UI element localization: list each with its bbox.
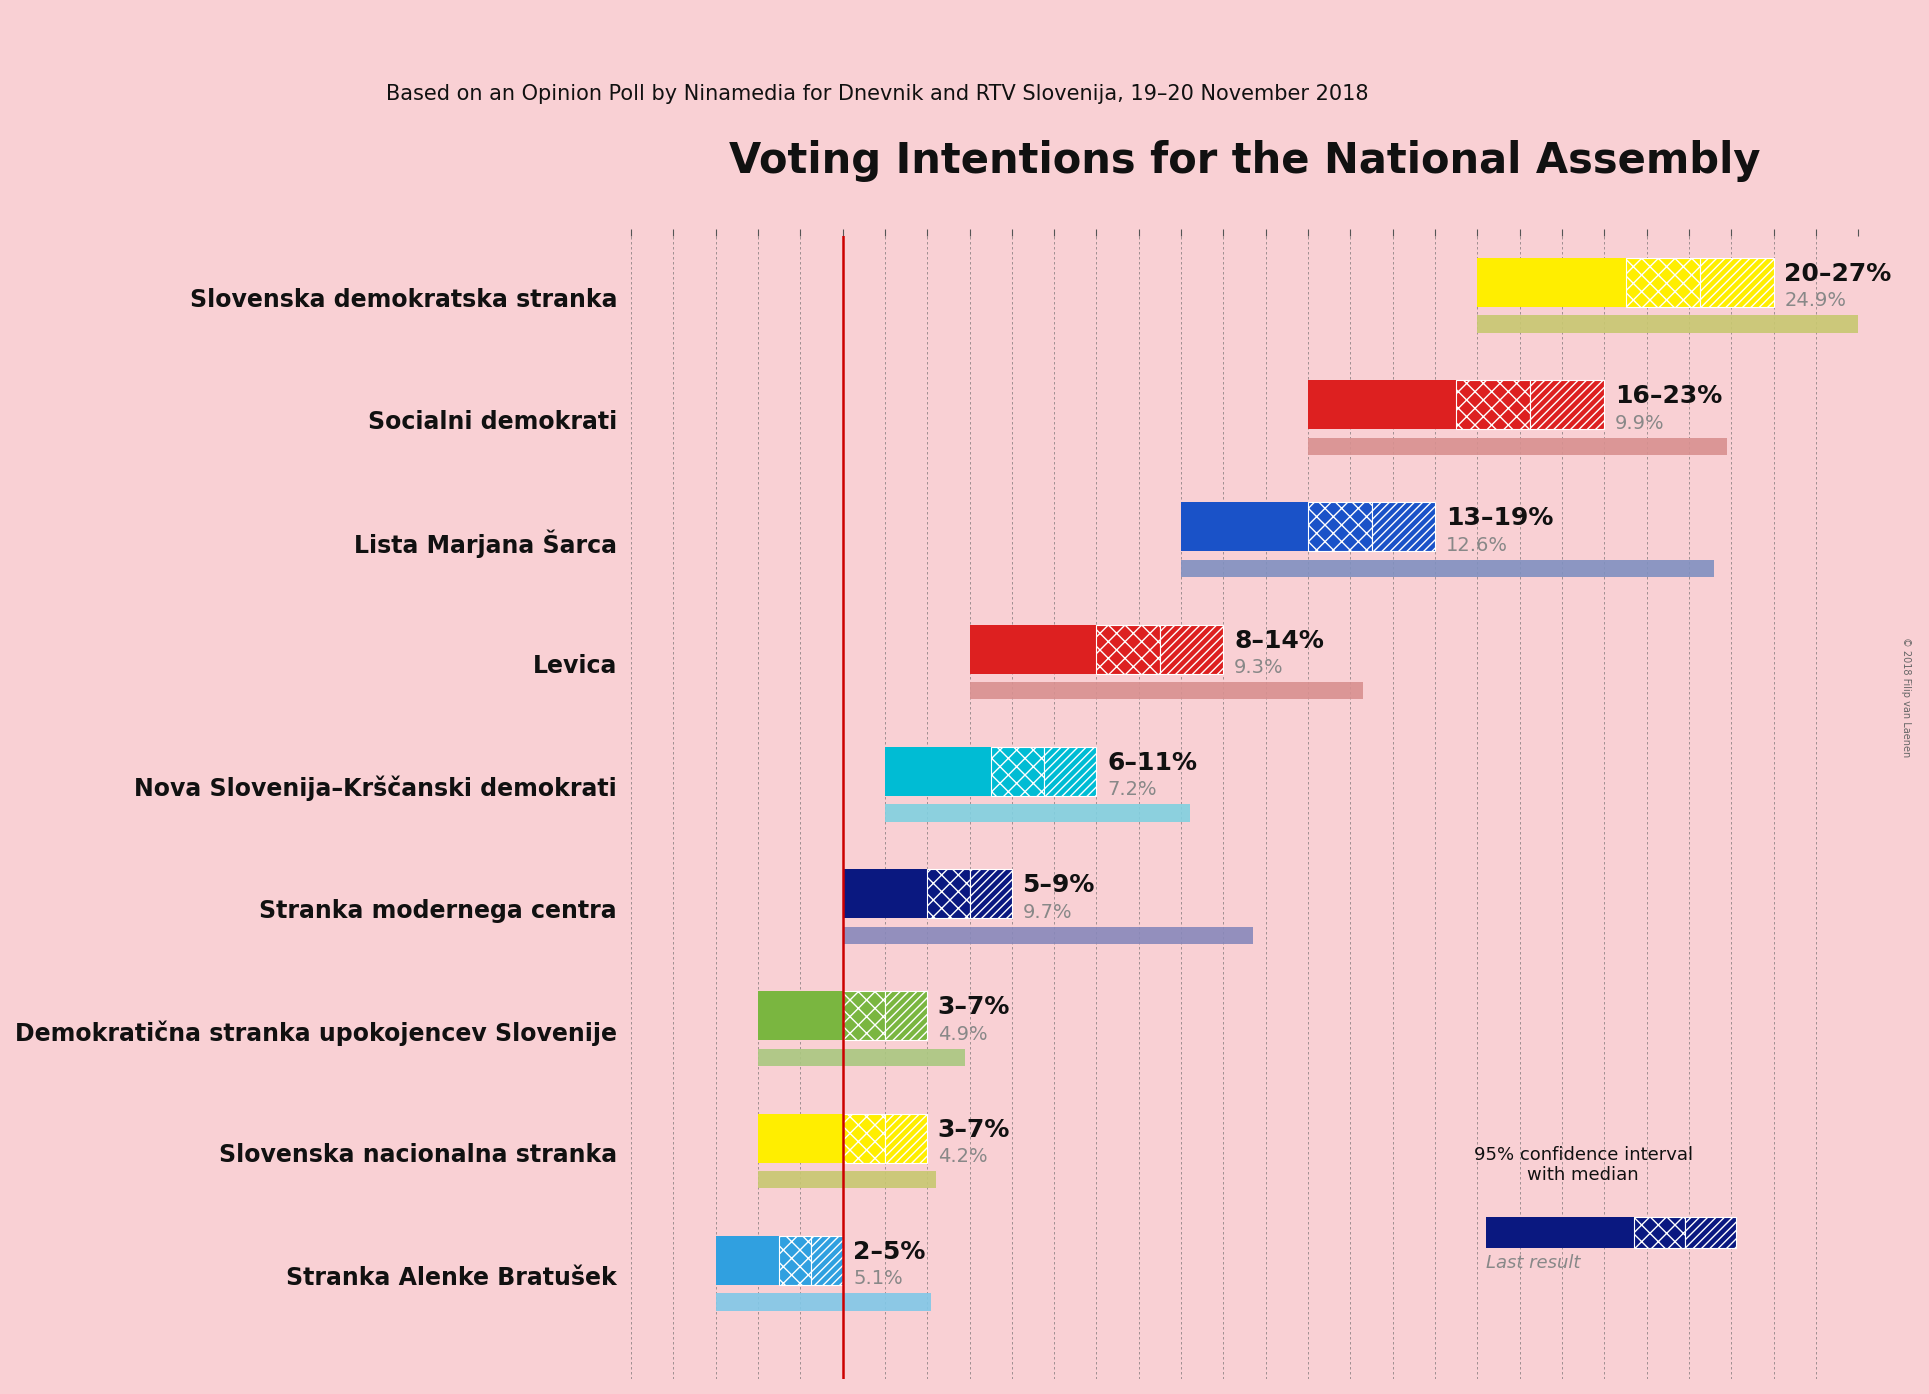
Text: 20–27%: 20–27%: [1784, 262, 1892, 286]
Bar: [843, 927, 1254, 944]
Bar: [1485, 1217, 1634, 1248]
Bar: [970, 682, 1364, 700]
Text: 3–7%: 3–7%: [937, 995, 1011, 1019]
Bar: [1308, 438, 1726, 454]
Text: 2–5%: 2–5%: [853, 1239, 926, 1264]
Bar: [758, 1114, 843, 1163]
Text: 4.2%: 4.2%: [937, 1147, 988, 1165]
Bar: [1530, 381, 1605, 429]
Bar: [758, 1171, 936, 1188]
Bar: [1044, 747, 1096, 796]
Text: 7.2%: 7.2%: [1107, 781, 1157, 799]
Text: 4.9%: 4.9%: [937, 1025, 988, 1044]
Text: Last result: Last result: [1485, 1253, 1580, 1271]
Text: 16–23%: 16–23%: [1615, 385, 1723, 408]
Bar: [716, 1294, 932, 1310]
Bar: [992, 747, 1044, 796]
Bar: [1478, 315, 1929, 333]
Bar: [1181, 560, 1715, 577]
Bar: [779, 1236, 810, 1285]
Bar: [1478, 258, 1626, 307]
Bar: [928, 870, 970, 919]
Bar: [970, 625, 1096, 673]
Text: 6–11%: 6–11%: [1107, 751, 1198, 775]
Bar: [1159, 625, 1223, 673]
Text: 3–7%: 3–7%: [937, 1118, 1011, 1142]
Text: 9.7%: 9.7%: [1022, 902, 1073, 921]
Bar: [758, 1048, 964, 1066]
Title: Voting Intentions for the National Assembly: Voting Intentions for the National Assem…: [729, 141, 1761, 183]
Bar: [1372, 502, 1435, 552]
Bar: [716, 1236, 779, 1285]
Bar: [885, 804, 1190, 821]
Bar: [758, 991, 843, 1040]
Bar: [1634, 1217, 1684, 1248]
Bar: [885, 991, 928, 1040]
Text: © 2018 Filip van Laenen: © 2018 Filip van Laenen: [1900, 637, 1912, 757]
Text: 95% confidence interval
with median: 95% confidence interval with median: [1474, 1146, 1694, 1185]
Bar: [843, 870, 928, 919]
Bar: [1181, 502, 1308, 552]
Bar: [843, 1114, 885, 1163]
Text: 5–9%: 5–9%: [1022, 873, 1096, 898]
Text: 13–19%: 13–19%: [1445, 506, 1553, 530]
Bar: [885, 1114, 928, 1163]
Text: 5.1%: 5.1%: [853, 1270, 903, 1288]
Text: 9.9%: 9.9%: [1615, 414, 1665, 432]
Bar: [1684, 1217, 1736, 1248]
Bar: [1308, 502, 1372, 552]
Bar: [1096, 625, 1159, 673]
Text: 9.3%: 9.3%: [1235, 658, 1283, 677]
Bar: [1626, 258, 1699, 307]
Bar: [970, 870, 1013, 919]
Bar: [1308, 381, 1456, 429]
Text: 24.9%: 24.9%: [1784, 291, 1846, 311]
Text: 12.6%: 12.6%: [1445, 535, 1508, 555]
Bar: [810, 1236, 843, 1285]
Bar: [843, 991, 885, 1040]
Bar: [1699, 258, 1775, 307]
Text: Based on an Opinion Poll by Ninamedia for Dnevnik and RTV Slovenija, 19–20 Novem: Based on an Opinion Poll by Ninamedia fo…: [386, 85, 1370, 105]
Bar: [885, 747, 992, 796]
Bar: [1456, 381, 1530, 429]
Text: 8–14%: 8–14%: [1235, 629, 1323, 652]
